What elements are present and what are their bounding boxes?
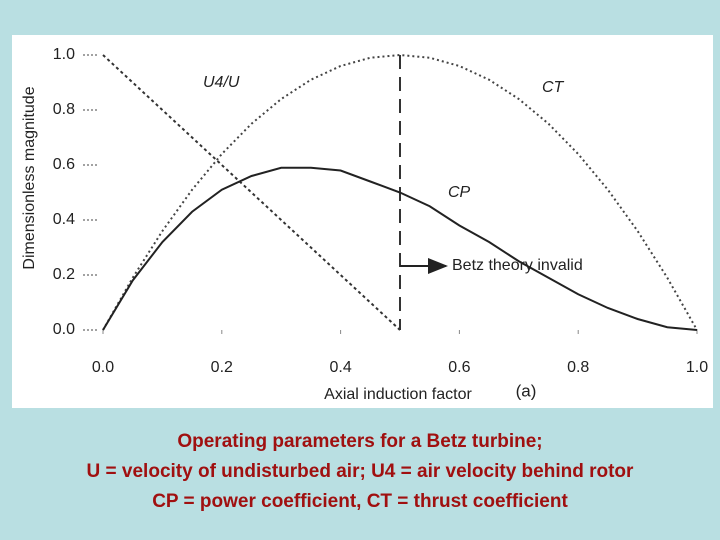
x-tick-label: 0.8: [567, 359, 589, 376]
y-tick-label: 0.6: [53, 156, 75, 173]
x-tick-label: 0.0: [92, 359, 114, 376]
y-tick-label: 0.2: [53, 266, 75, 283]
series-line: [102, 54, 401, 331]
x-tick-label: 1.0: [686, 359, 708, 376]
y-axis-label: Dimensionless magnitude: [21, 86, 38, 269]
y-tick-label: 0.0: [53, 321, 75, 338]
y-tick-label: 1.0: [53, 46, 75, 63]
series-line: [102, 53, 698, 331]
series-label: U4/U: [203, 74, 240, 91]
series-label: CP: [448, 184, 471, 201]
x-tick-label: 0.6: [448, 359, 470, 376]
y-tick-label: 0.8: [53, 101, 75, 118]
caption-line: Operating parameters for a Betz turbine;: [177, 431, 542, 452]
x-tick-label: 0.2: [211, 359, 233, 376]
y-tick-label: 0.4: [53, 211, 75, 228]
series-line: [102, 166, 698, 331]
caption-line: CP = power coefficient, CT = thrust coef…: [152, 491, 568, 512]
x-axis-label: Axial induction factor: [324, 386, 472, 403]
chart-area: [12, 35, 713, 408]
annotation: Betz theory invalid: [452, 257, 583, 274]
x-tick-label: 0.4: [329, 359, 351, 376]
panel-label: (a): [516, 381, 537, 400]
caption-line: U = velocity of undisturbed air; U4 = ai…: [87, 461, 634, 482]
series-label: CT: [542, 79, 565, 96]
